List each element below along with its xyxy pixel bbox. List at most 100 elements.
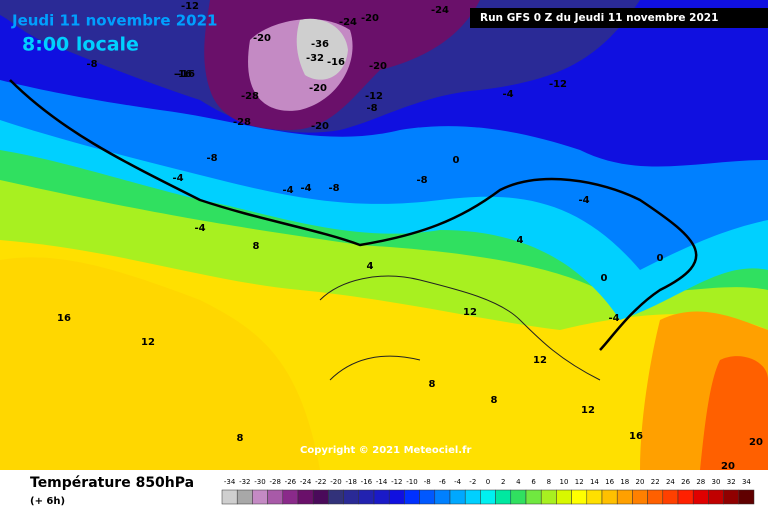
contour-label: -8 bbox=[416, 175, 427, 186]
coastline bbox=[319, 275, 601, 381]
scale-swatch bbox=[540, 489, 557, 505]
scale-label: 18 bbox=[620, 478, 629, 486]
scale-swatch bbox=[738, 489, 755, 505]
scale-swatch bbox=[252, 489, 268, 505]
scale-swatch bbox=[556, 489, 572, 505]
scale-swatch bbox=[282, 489, 299, 505]
scale-label: -22 bbox=[315, 478, 326, 486]
scale-label: -12 bbox=[391, 478, 402, 486]
contour-label: 16 bbox=[57, 313, 71, 324]
scale-swatch bbox=[373, 489, 390, 505]
contour-label: -4 bbox=[172, 173, 183, 184]
scale-label: 14 bbox=[590, 478, 599, 486]
contour-label: 20 bbox=[721, 461, 735, 472]
scale-swatch bbox=[388, 489, 405, 505]
zero-contour bbox=[9, 79, 698, 351]
contour-label: -4 bbox=[300, 183, 311, 194]
scale-swatch bbox=[662, 489, 679, 505]
scale-label: -24 bbox=[300, 478, 312, 486]
contour-label: -24 bbox=[431, 5, 449, 16]
scale-swatch bbox=[586, 489, 603, 505]
contour-label: -4 bbox=[608, 313, 619, 324]
scale-swatch bbox=[221, 489, 238, 505]
contour-label: -36 bbox=[311, 39, 329, 50]
scale-label: -30 bbox=[254, 478, 265, 486]
contour-label: 12 bbox=[533, 355, 547, 366]
scale-swatch bbox=[236, 489, 253, 505]
scale-label: -8 bbox=[424, 478, 431, 486]
time: 8:00 locale bbox=[22, 34, 139, 56]
scale-swatch bbox=[647, 489, 664, 505]
scale-swatch bbox=[404, 489, 420, 505]
scale-swatch bbox=[692, 489, 709, 505]
scale-swatch bbox=[632, 489, 648, 505]
scale-label: -28 bbox=[269, 478, 280, 486]
contour-label: 20 bbox=[749, 437, 763, 448]
contour-label: -28 bbox=[241, 91, 259, 102]
scale-swatch bbox=[343, 489, 360, 505]
contour-label: -12 bbox=[181, 1, 199, 12]
scale-label: 2 bbox=[501, 478, 505, 486]
scale-label: -6 bbox=[439, 478, 447, 486]
scale-label: 28 bbox=[696, 478, 705, 486]
scale-label: -16 bbox=[361, 478, 373, 486]
scale-label: 34 bbox=[742, 478, 751, 486]
scale-swatch bbox=[677, 489, 694, 505]
contour-label: 8 bbox=[237, 433, 244, 444]
contour-label: 12 bbox=[463, 307, 477, 318]
scale-swatch bbox=[708, 489, 724, 505]
footer-title: Température 850hPa bbox=[30, 475, 194, 491]
scale-label: -34 bbox=[224, 478, 236, 486]
contour-label: -4 bbox=[194, 223, 205, 234]
scale-label: -2 bbox=[469, 478, 476, 486]
contour-label: -28 bbox=[233, 117, 251, 128]
contour-label: 0 bbox=[657, 253, 664, 264]
zone bbox=[700, 356, 768, 470]
scale-label: 6 bbox=[531, 478, 536, 486]
contour-label: -32 bbox=[306, 53, 324, 64]
scale-swatch bbox=[267, 489, 284, 505]
contour-label: -20 bbox=[309, 83, 327, 94]
scale-label: 0 bbox=[486, 478, 490, 486]
contour-label: -4 bbox=[578, 195, 589, 206]
map bbox=[0, 0, 768, 470]
scale-swatch bbox=[434, 489, 451, 505]
contour-label: 4 bbox=[517, 235, 524, 246]
scale-label: 4 bbox=[516, 478, 521, 486]
date: Jeudi 11 novembre 2021 bbox=[11, 12, 217, 30]
contour-label: 8 bbox=[429, 379, 436, 390]
contour-label: -8 bbox=[86, 59, 97, 70]
scale-label: 10 bbox=[560, 478, 569, 486]
scale-label: 8 bbox=[547, 478, 551, 486]
scale-swatch bbox=[525, 489, 542, 505]
scale-swatch bbox=[297, 489, 314, 505]
contour-label: -4 bbox=[282, 185, 293, 196]
scale-swatch bbox=[601, 489, 618, 505]
scale-swatch bbox=[480, 489, 496, 505]
scale-label: 30 bbox=[712, 478, 721, 486]
contour-label: -12 bbox=[365, 91, 383, 102]
contour-label: -8 bbox=[206, 153, 217, 164]
scale-label: -18 bbox=[345, 478, 356, 486]
run-box bbox=[470, 8, 768, 28]
scale-label: -32 bbox=[239, 478, 250, 486]
scale-swatch bbox=[495, 489, 512, 505]
contour-label: 4 bbox=[367, 261, 374, 272]
scale-label: -20 bbox=[330, 478, 341, 486]
contour-label: 8 bbox=[253, 241, 260, 252]
scale-swatch bbox=[328, 489, 344, 505]
contour-label: -20 bbox=[361, 13, 379, 24]
contour-label: -4 bbox=[502, 89, 513, 100]
zone bbox=[296, 18, 348, 80]
contour-label: -8 bbox=[366, 103, 377, 114]
scale-label: 20 bbox=[636, 478, 645, 486]
scale-swatch bbox=[419, 489, 436, 505]
contour-label: -16 bbox=[327, 57, 345, 68]
scale-label: 32 bbox=[727, 478, 736, 486]
contour-label: -12 bbox=[549, 79, 567, 90]
contour-labels: -12-16-20-24 -20-24-8-16-20-28-32-36-16 -2… bbox=[57, 1, 763, 472]
contour-label: -20 bbox=[253, 33, 271, 44]
footer-step: (+ 6h) bbox=[30, 496, 65, 507]
scale-label: -4 bbox=[454, 478, 462, 486]
